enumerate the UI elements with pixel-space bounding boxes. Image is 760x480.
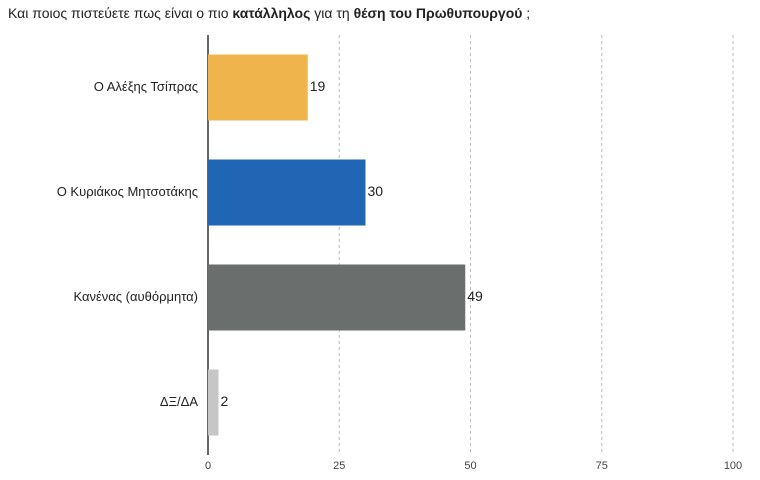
title-part: ;	[522, 5, 530, 21]
y-tick-label: Ο Κυριάκος Μητσοτάκης	[57, 184, 198, 199]
title-part: θέση του Πρωθυπουργού	[354, 5, 523, 21]
bar	[208, 54, 308, 121]
x-tick-label: 50	[464, 460, 476, 472]
value-label: 2	[221, 393, 229, 409]
value-label: 19	[310, 78, 326, 94]
x-tick-label: 75	[596, 460, 608, 472]
x-tick-label: 0	[205, 460, 211, 472]
value-label: 30	[368, 183, 384, 199]
chart-title: Και ποιος πιστεύετε πως είναι ο πιο κατά…	[8, 5, 530, 21]
y-tick-label: Ο Αλέξης Τσίπρας	[94, 79, 198, 94]
y-tick-label: Κανένας (αυθόρμητα)	[73, 289, 198, 304]
title-part: κατάλληλος	[232, 5, 310, 21]
bar	[208, 264, 466, 331]
x-tick-label: 25	[333, 460, 345, 472]
title-part: για τη	[310, 5, 353, 21]
x-tick-label: 100	[724, 460, 742, 472]
bar	[208, 369, 219, 436]
y-tick-label: ΔΞ/ΔΑ	[160, 394, 198, 409]
title-part: Και ποιος πιστεύετε πως είναι ο πιο	[8, 5, 232, 21]
value-label: 49	[467, 288, 483, 304]
bar	[208, 159, 366, 226]
